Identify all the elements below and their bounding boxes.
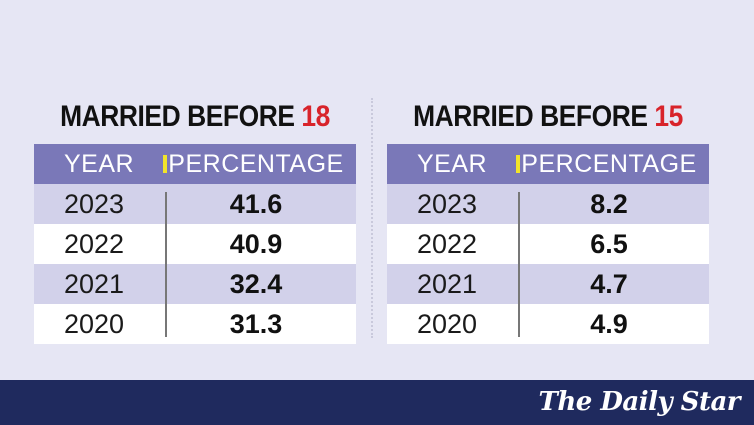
header-separator-marker [163,155,167,173]
married-before-15-panel: MARRIED BEFORE 15 YEAR PERCENTAGE 2023 8… [387,94,709,344]
title-prefix: MARRIED BEFORE [60,100,302,133]
percentage-cell: 31.3 [229,308,283,339]
year-cell: 2020 [64,308,125,339]
percentage-cell: 40.9 [229,228,283,259]
table-row: 2023 41.6 [34,184,356,224]
footer-bar: The Daily Star [0,380,754,425]
percentage-cell: 4.9 [590,308,628,339]
column-separator-line [165,192,167,337]
year-cell: 2022 [417,228,478,259]
daily-star-logo: The Daily Star [538,387,741,417]
year-cell: 2021 [64,268,125,299]
data-table: YEAR PERCENTAGE 2023 8.2 2022 6.5 2021 4… [387,144,709,344]
panel-title: MARRIED BEFORE 15 [406,94,689,140]
percentage-column-header: PERCENTAGE [521,149,697,178]
year-cell: 2022 [64,228,125,259]
data-table: YEAR PERCENTAGE 2023 41.6 2022 40.9 2021… [34,144,356,344]
panel-title: MARRIED BEFORE 18 [53,94,336,140]
table-row: 2022 6.5 [387,224,709,264]
percentage-cell: 6.5 [590,228,628,259]
table-row: 2022 40.9 [34,224,356,264]
year-cell: 2020 [417,308,478,339]
table-row: 2021 32.4 [34,264,356,304]
year-column-header: YEAR [417,149,488,178]
year-column-header: YEAR [64,149,135,178]
married-before-18-panel: MARRIED BEFORE 18 YEAR PERCENTAGE 2023 4… [34,94,356,344]
table-row: 2021 4.7 [387,264,709,304]
table-row: 2020 31.3 [34,304,356,344]
percentage-cell: 41.6 [229,188,283,219]
year-cell: 2021 [417,268,478,299]
year-cell: 2023 [417,188,478,219]
percentage-cell: 4.7 [590,268,628,299]
table-header: YEAR PERCENTAGE [387,144,709,184]
percentage-column-header: PERCENTAGE [168,149,344,178]
title-prefix: MARRIED BEFORE [413,100,655,133]
year-cell: 2023 [64,188,125,219]
panel-divider [371,98,373,338]
table-row: 2023 8.2 [387,184,709,224]
percentage-cell: 32.4 [229,268,283,299]
column-separator-line [518,192,520,337]
percentage-cell: 8.2 [590,188,628,219]
title-number: 15 [654,100,683,133]
header-separator-marker [516,155,520,173]
table-row: 2020 4.9 [387,304,709,344]
table-header: YEAR PERCENTAGE [34,144,356,184]
title-number: 18 [301,100,330,133]
